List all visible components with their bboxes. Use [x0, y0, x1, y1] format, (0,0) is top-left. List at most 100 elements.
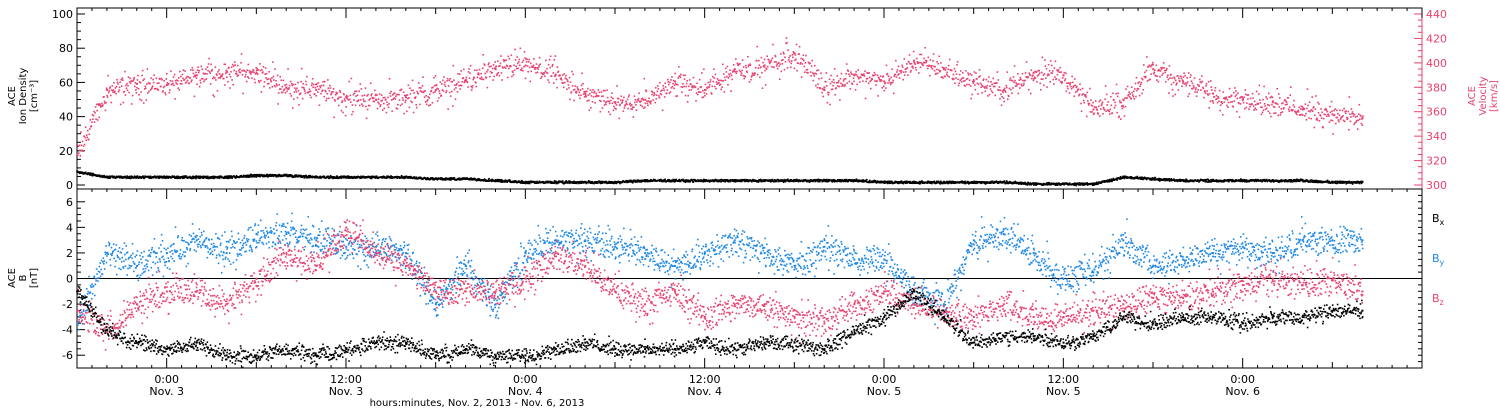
data-point [150, 77, 152, 79]
data-point [664, 82, 666, 85]
data-point [779, 63, 782, 65]
data-point [1165, 69, 1168, 72]
data-point [438, 92, 441, 95]
data-point [1027, 76, 1029, 78]
data-point [561, 181, 563, 184]
data-point [533, 66, 536, 69]
data-point [466, 80, 468, 83]
data-point [1094, 100, 1097, 102]
data-point [346, 97, 348, 100]
data-point [1158, 68, 1160, 71]
data-point [907, 74, 909, 76]
data-point [637, 179, 640, 181]
data-point [796, 179, 799, 181]
data-point [296, 96, 299, 99]
data-point [639, 104, 642, 107]
data-point [94, 106, 97, 108]
data-point [327, 175, 330, 178]
data-point [294, 87, 296, 89]
data-point [845, 72, 847, 75]
data-point [630, 108, 632, 110]
data-point [910, 62, 913, 65]
data-point [100, 106, 102, 108]
data-point [951, 180, 953, 183]
data-point [801, 58, 804, 61]
data-point [136, 79, 139, 81]
data-point [806, 71, 808, 74]
data-point [1084, 95, 1087, 97]
data-point [1347, 110, 1350, 113]
data-point [367, 104, 370, 107]
data-point [767, 59, 770, 61]
data-point-value [1152, 68, 1155, 71]
data-point [1187, 95, 1190, 98]
data-point [635, 104, 637, 106]
data-point [1312, 106, 1315, 108]
data-point [138, 177, 140, 179]
data-point [1173, 77, 1176, 80]
data-point [339, 89, 341, 92]
data-point [573, 99, 575, 102]
data-point [611, 102, 614, 105]
data-point [1333, 114, 1336, 116]
data-point [350, 101, 352, 103]
data-point [1144, 76, 1147, 79]
data-point [908, 61, 910, 63]
data-point [298, 104, 300, 106]
data-point [1168, 65, 1171, 67]
data-point [416, 90, 419, 93]
data-point [919, 182, 922, 185]
data-point [270, 79, 272, 82]
data-point [693, 85, 696, 87]
data-point [1235, 94, 1238, 96]
data-point [1326, 110, 1329, 113]
data-point [468, 68, 470, 70]
data-point [1168, 92, 1170, 94]
data-point [1136, 89, 1138, 92]
data-point [412, 111, 415, 114]
data-point [673, 84, 676, 86]
data-point [1117, 116, 1120, 119]
data-point [314, 83, 317, 86]
data-point [1106, 104, 1108, 106]
data-point [403, 175, 406, 178]
data-point [1137, 82, 1139, 84]
data-point [1221, 102, 1224, 105]
data-point [1129, 93, 1131, 95]
data-point [1336, 116, 1339, 119]
data-point [464, 80, 467, 83]
data-point [1361, 124, 1364, 127]
data-point [1253, 100, 1256, 103]
data-point [630, 104, 633, 106]
data-point [634, 101, 636, 104]
data-point [575, 182, 578, 185]
data-point [643, 77, 646, 80]
data-point [414, 96, 417, 98]
data-point [903, 74, 906, 76]
data-point [1134, 82, 1137, 85]
data-point [313, 93, 316, 96]
data-point [601, 95, 603, 98]
data-point [924, 46, 926, 49]
data-point [1124, 105, 1127, 108]
data-point [520, 181, 523, 184]
data-point [608, 180, 610, 183]
data-point [539, 77, 542, 80]
data-point [1160, 68, 1163, 70]
data-point [429, 93, 431, 96]
data-point [431, 86, 433, 89]
data-point [1015, 85, 1018, 87]
data-point [186, 79, 189, 82]
data-point [893, 75, 896, 78]
data-point [1299, 113, 1301, 116]
data-point [466, 177, 468, 179]
data-point [1047, 73, 1049, 75]
data-point [1257, 102, 1260, 105]
data-point [1138, 94, 1141, 97]
data-point [271, 77, 273, 79]
data-point [1310, 117, 1312, 120]
data-point [867, 72, 869, 75]
data-point [646, 179, 649, 181]
data-point [1197, 88, 1199, 91]
data-point [746, 71, 749, 74]
